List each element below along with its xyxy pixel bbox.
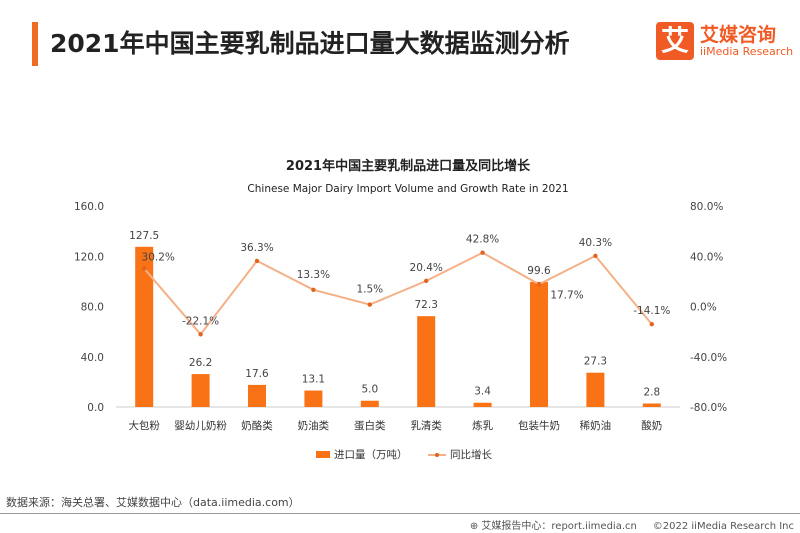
page-title: 2021年中国主要乳制品进口量大数据监测分析 <box>50 29 570 58</box>
x-axis-tick: 稀奶油 <box>580 419 612 432</box>
bar-label: 26.2 <box>189 357 212 369</box>
growth-point <box>649 322 654 327</box>
bar <box>248 384 266 407</box>
x-axis-tick: 包装牛奶 <box>518 419 560 432</box>
bar-label: 13.1 <box>302 374 325 386</box>
legend: 进口量（万吨） 同比增长 <box>316 448 492 461</box>
growth-label: 13.3% <box>297 269 330 281</box>
growth-label: -14.1% <box>633 305 670 317</box>
bar <box>586 372 605 407</box>
logo-icon: 艾 <box>656 22 694 60</box>
iimedia-logo: 艾 艾媒咨询 iiMedia Research <box>656 20 796 64</box>
growth-point <box>311 287 316 292</box>
bar <box>191 374 210 407</box>
bar-label: 3.4 <box>474 386 491 398</box>
left-axis-tick: 80.0 <box>81 302 104 314</box>
x-axis-tick: 奶酪类 <box>241 419 273 432</box>
x-axis-tick: 炼乳 <box>472 419 493 432</box>
bar <box>473 402 492 407</box>
bar <box>135 246 154 407</box>
left-axis-tick: 120.0 <box>74 251 104 263</box>
title-accent-bar <box>32 22 38 66</box>
right-axis-tick: -80.0% <box>690 402 727 414</box>
x-axis-tick: 婴幼儿奶粉 <box>174 419 227 432</box>
footer-credit: ⊕ 艾媒报告中心：report.iimedia.cn ©2022 iiMedia… <box>470 517 794 532</box>
growth-line <box>143 251 653 336</box>
chart: 2021年中国主要乳制品进口量及同比增长 Chinese Major Dairy… <box>74 158 727 461</box>
x-axis-tick: 大包粉 <box>128 419 160 432</box>
growth-point <box>254 258 260 264</box>
legend-line-label: 同比增长 <box>450 448 492 461</box>
growth-label: 42.8% <box>466 234 499 246</box>
growth-point <box>198 332 203 337</box>
growth-label: 20.4% <box>410 262 443 274</box>
legend-line-marker <box>435 453 439 457</box>
growth-point <box>593 253 598 259</box>
growth-point <box>424 278 429 284</box>
bar <box>642 403 661 407</box>
right-axis-tick: -40.0% <box>690 352 727 364</box>
bar <box>530 281 548 407</box>
footer-divider <box>0 513 800 514</box>
legend-bar-swatch <box>316 451 330 458</box>
copyright: ©2022 iiMedia Research Inc <box>652 521 794 532</box>
bar-label: 27.3 <box>584 356 607 368</box>
legend-bar-label: 进口量（万吨） <box>334 448 408 461</box>
growth-label: 30.2% <box>142 252 175 264</box>
growth-point <box>536 282 542 287</box>
growth-label: -22.1% <box>182 315 219 327</box>
bar-label: 2.8 <box>643 386 660 398</box>
chart-subtitle: Chinese Major Dairy Import Volume and Gr… <box>247 183 568 195</box>
data-source: 数据来源：海关总署、艾媒数据中心（data.iimedia.com） <box>6 496 300 509</box>
chart-title: 2021年中国主要乳制品进口量及同比增长 <box>286 158 531 174</box>
bar-label: 72.3 <box>415 299 438 311</box>
globe-icon: ⊕ <box>469 521 479 532</box>
growth-label: 40.3% <box>579 237 612 249</box>
growth-label: 17.7% <box>550 289 583 301</box>
bar <box>304 390 323 407</box>
right-axis-tick: 0.0% <box>690 302 717 314</box>
logo-name-en: iiMedia Research <box>700 45 794 58</box>
growth-label: 36.3% <box>240 242 273 254</box>
x-axis-tick: 蛋白类 <box>354 419 386 432</box>
x-axis-tick: 乳清类 <box>410 419 442 432</box>
bar <box>417 316 436 407</box>
bar-label: 127.5 <box>129 230 159 242</box>
x-axis-tick: 酸奶 <box>641 419 662 432</box>
left-axis-tick: 160.0 <box>74 201 104 213</box>
growth-point <box>142 266 147 271</box>
right-axis-tick: 40.0% <box>690 251 723 263</box>
bar-label: 5.0 <box>361 384 378 396</box>
right-axis-tick: 80.0% <box>690 201 723 213</box>
bar-label: 17.6 <box>245 368 269 380</box>
left-axis-tick: 0.0 <box>87 402 104 414</box>
growth-point <box>367 302 372 307</box>
report-link[interactable]: 艾媒报告中心：report.iimedia.cn <box>481 521 637 532</box>
x-axis-tick: 奶油类 <box>298 419 330 432</box>
growth-label: 1.5% <box>356 284 383 296</box>
bar <box>360 400 379 407</box>
bar-label: 99.6 <box>527 265 551 277</box>
growth-point <box>480 250 485 255</box>
logo-name-cn: 艾媒咨询 <box>700 24 777 46</box>
left-axis-tick: 40.0 <box>81 352 104 364</box>
